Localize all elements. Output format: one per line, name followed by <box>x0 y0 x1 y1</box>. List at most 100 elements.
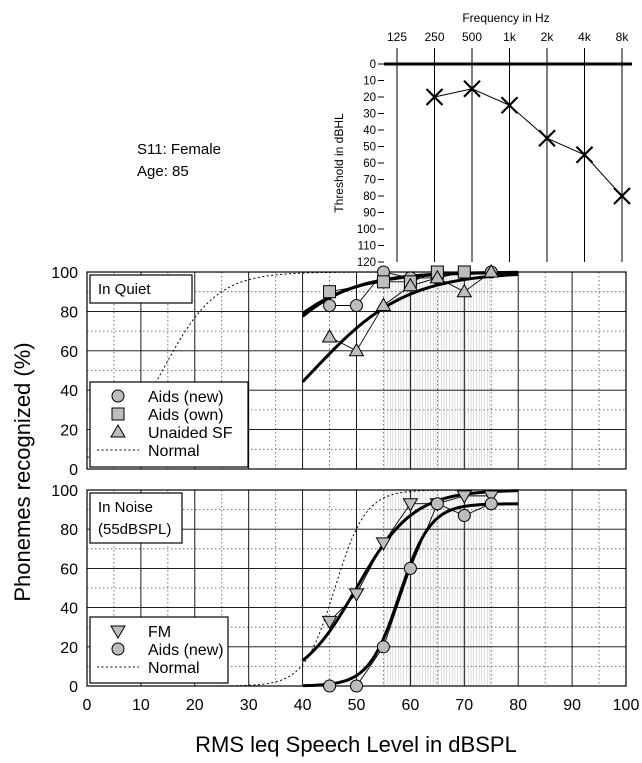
audiogram-y-tick-label: 80 <box>363 191 376 203</box>
audiogram-threshold-line <box>434 88 623 197</box>
fit-curve <box>301 489 519 662</box>
audiogram-y-axis-label: Threshold in dBHL <box>332 113 346 213</box>
y-tick-label: 60 <box>60 344 78 361</box>
x-tick-label: 90 <box>563 697 581 714</box>
data-point-triangle <box>375 297 392 311</box>
fit-curve <box>301 272 519 383</box>
legend-label: Normal <box>148 443 200 460</box>
legend-marker-triangle-down <box>110 625 126 639</box>
x-tick-label: 70 <box>455 697 473 714</box>
data-point-triangle <box>348 342 365 357</box>
data-point-triangle <box>483 264 500 278</box>
data-point-circle <box>323 679 337 693</box>
plot-frame <box>86 271 627 470</box>
data-point-triangle <box>456 283 473 298</box>
legend-label: FM <box>148 624 171 641</box>
y-tick-label: 0 <box>69 462 78 479</box>
audiogram-x-tick-label: 4k <box>578 30 592 44</box>
data-point-triangle-down <box>375 537 392 551</box>
legend-marker-triangle <box>110 424 126 438</box>
fit-curve <box>87 489 626 687</box>
legend-label: Normal <box>148 660 200 677</box>
x-axis-title: RMS leq Speech Level in dBSPL <box>195 732 517 757</box>
audiogram-y-tick-label: 40 <box>363 125 376 137</box>
legend-marker-circle <box>111 389 125 403</box>
audiogram-y-tick-label: 20 <box>363 92 376 104</box>
y-tick-label: 80 <box>60 522 78 539</box>
data-point-triangle-down <box>483 490 500 504</box>
audiogram-x-tick-label: 2k <box>541 30 555 44</box>
y-tick-label: 100 <box>51 265 78 282</box>
audiogram-x-tick-label: 1k <box>503 30 517 44</box>
audiogram-threshold-marker <box>425 88 444 106</box>
audiogram-y-tick-label: 60 <box>363 158 376 170</box>
y-tick-label: 40 <box>60 383 78 400</box>
y-tick-label: 40 <box>60 601 78 618</box>
audiogram-threshold-marker <box>463 79 481 98</box>
data-point-triangle <box>402 277 419 292</box>
panel-label-2: (55dBSPL) <box>98 521 171 538</box>
data-point-triangle <box>429 269 446 284</box>
data-point-circle <box>323 298 337 312</box>
x-tick-label: 30 <box>240 697 258 714</box>
audiogram-y-tick-label: 10 <box>363 76 376 88</box>
quiet-panel: 0 20 40 60 80 100 In Quiet Aids (new)Aids (own)… <box>51 264 627 479</box>
x-tick-label: 40 <box>294 697 312 714</box>
data-point-triangle-down <box>321 615 338 630</box>
subject-line-1: S11: Female <box>137 141 221 158</box>
audiogram-x-tick-label: 8k <box>616 30 630 44</box>
audiogram-panel: Frequency in Hz 125 250 500 1k 2k 4k 8k 0 10 20 30 4… <box>332 11 632 269</box>
data-point-triangle <box>321 329 338 343</box>
x-tick-label: 60 <box>402 697 420 714</box>
x-tick-label: 80 <box>509 697 527 714</box>
audiogram-y-tick-label: 0 <box>370 59 376 71</box>
audiogram-threshold-marker <box>575 145 594 164</box>
x-tick-label: 50 <box>348 697 366 714</box>
data-point-square <box>323 285 337 299</box>
subject-line-2: Age: 85 <box>137 163 189 180</box>
y-tick-label: 60 <box>60 561 78 578</box>
y-tick-label: 20 <box>60 640 78 657</box>
panel-label-box <box>89 492 183 544</box>
legend-marker-circle <box>111 642 125 656</box>
data-point-circle <box>457 508 471 522</box>
legend-label: Aids (own) <box>148 407 224 424</box>
data-point-triangle-down <box>456 490 473 504</box>
x-tick-label: 20 <box>186 697 204 714</box>
panel-label: In Quiet <box>98 281 151 298</box>
legend-label: Aids (new) <box>148 642 224 659</box>
audiogram-y-tick-label: 90 <box>363 208 376 220</box>
audiogram-y-tick-label: 110 <box>358 241 376 253</box>
legend-label: Aids (new) <box>148 389 224 406</box>
audiogram-title: Frequency in Hz <box>462 11 549 25</box>
legend-marker-square <box>111 407 125 421</box>
legend-label: Unaided SF <box>148 425 233 442</box>
y-tick-label: 0 <box>69 679 78 696</box>
y-tick-label: 80 <box>60 304 78 321</box>
data-point-triangle-down <box>402 498 419 512</box>
audiogram-y-tick-label: 50 <box>363 142 376 154</box>
panel-label: In Noise <box>98 499 153 516</box>
data-point-circle <box>376 640 390 654</box>
audiogram-y-tick-label: 100 <box>357 224 376 236</box>
audiogram-y-tick-label: 30 <box>363 109 376 121</box>
audiogram-y-tick-label: 70 <box>363 175 376 187</box>
data-point-circle <box>484 497 498 511</box>
data-point-circle <box>350 679 363 693</box>
data-point-circle <box>403 561 417 575</box>
data-point-square <box>376 275 390 289</box>
audiogram-threshold-marker <box>500 96 519 115</box>
y-tick-label: 20 <box>60 423 78 440</box>
x-tick-label: 10 <box>132 697 150 714</box>
audiogram-threshold-marker <box>538 129 556 148</box>
data-point-triangle-down <box>348 588 365 602</box>
data-point-square <box>457 265 471 279</box>
audiogram-x-tick-label: 125 <box>387 30 407 44</box>
audiogram-x-tick-label: 500 <box>462 30 482 44</box>
data-point-circle <box>430 497 444 511</box>
x-tick-label: 100 <box>613 697 640 714</box>
audiogram-y-tick-label: 120 <box>357 257 376 269</box>
audiogram-threshold-marker <box>613 187 631 205</box>
